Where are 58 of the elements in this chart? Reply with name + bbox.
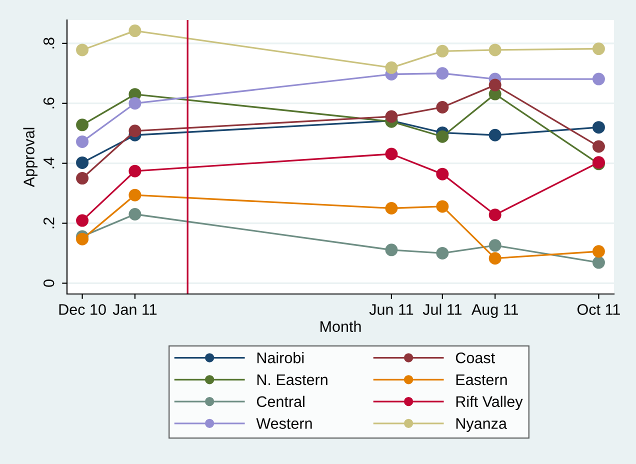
point <box>488 208 502 222</box>
point <box>436 44 449 58</box>
point <box>128 188 142 202</box>
point <box>436 168 449 180</box>
point <box>436 200 449 213</box>
point <box>385 202 398 215</box>
legend-label: Central <box>256 396 304 408</box>
y-tick-label: .8 <box>43 38 54 48</box>
point <box>592 42 605 56</box>
point <box>76 118 89 132</box>
point <box>592 72 605 86</box>
point <box>76 135 89 148</box>
x-tick-label: Jun 11 <box>369 304 414 315</box>
legend-label: N. Eastern <box>257 374 328 386</box>
point <box>128 124 142 138</box>
legend-label: Nairobi <box>257 352 304 364</box>
x-tick-label: Dec 10 <box>59 304 106 315</box>
point <box>76 44 89 56</box>
point <box>592 140 605 153</box>
point <box>488 252 502 265</box>
y-tick-label: .6 <box>43 98 54 108</box>
point <box>488 128 502 142</box>
point <box>76 214 89 227</box>
point <box>592 256 605 269</box>
legend-label: Eastern <box>456 374 507 386</box>
x-axis-title: Month <box>320 320 361 332</box>
point <box>436 130 449 143</box>
point <box>488 44 502 56</box>
x-tick-label: Oct 11 <box>577 304 620 315</box>
legend-label: Nyanza <box>456 418 507 432</box>
x-tick-label: Jan 11 <box>112 304 157 315</box>
point <box>488 78 502 92</box>
point <box>128 208 142 221</box>
point <box>385 61 398 74</box>
point <box>436 246 449 260</box>
point <box>385 110 398 123</box>
legend-label: Rift Valley <box>456 396 523 410</box>
x-tick-label: Aug 11 <box>471 304 518 318</box>
legend-label: Coast <box>456 352 495 364</box>
point <box>128 97 142 110</box>
y-tick-label: .2 <box>43 218 54 228</box>
point <box>592 245 605 258</box>
x-tick-label: Jul 11 <box>422 304 462 315</box>
y-tick-label: 0 <box>43 280 54 287</box>
point <box>436 100 449 114</box>
point <box>76 172 89 185</box>
point <box>128 164 142 178</box>
point <box>488 239 502 252</box>
point <box>385 148 398 160</box>
point <box>76 156 89 169</box>
y-tick-label: .4 <box>44 157 54 168</box>
y-axis-title: Approval <box>23 128 38 188</box>
point <box>128 24 142 38</box>
point <box>76 232 89 246</box>
legend-label: Western <box>256 418 312 429</box>
point <box>436 67 449 80</box>
point <box>385 244 398 256</box>
point <box>592 121 605 134</box>
